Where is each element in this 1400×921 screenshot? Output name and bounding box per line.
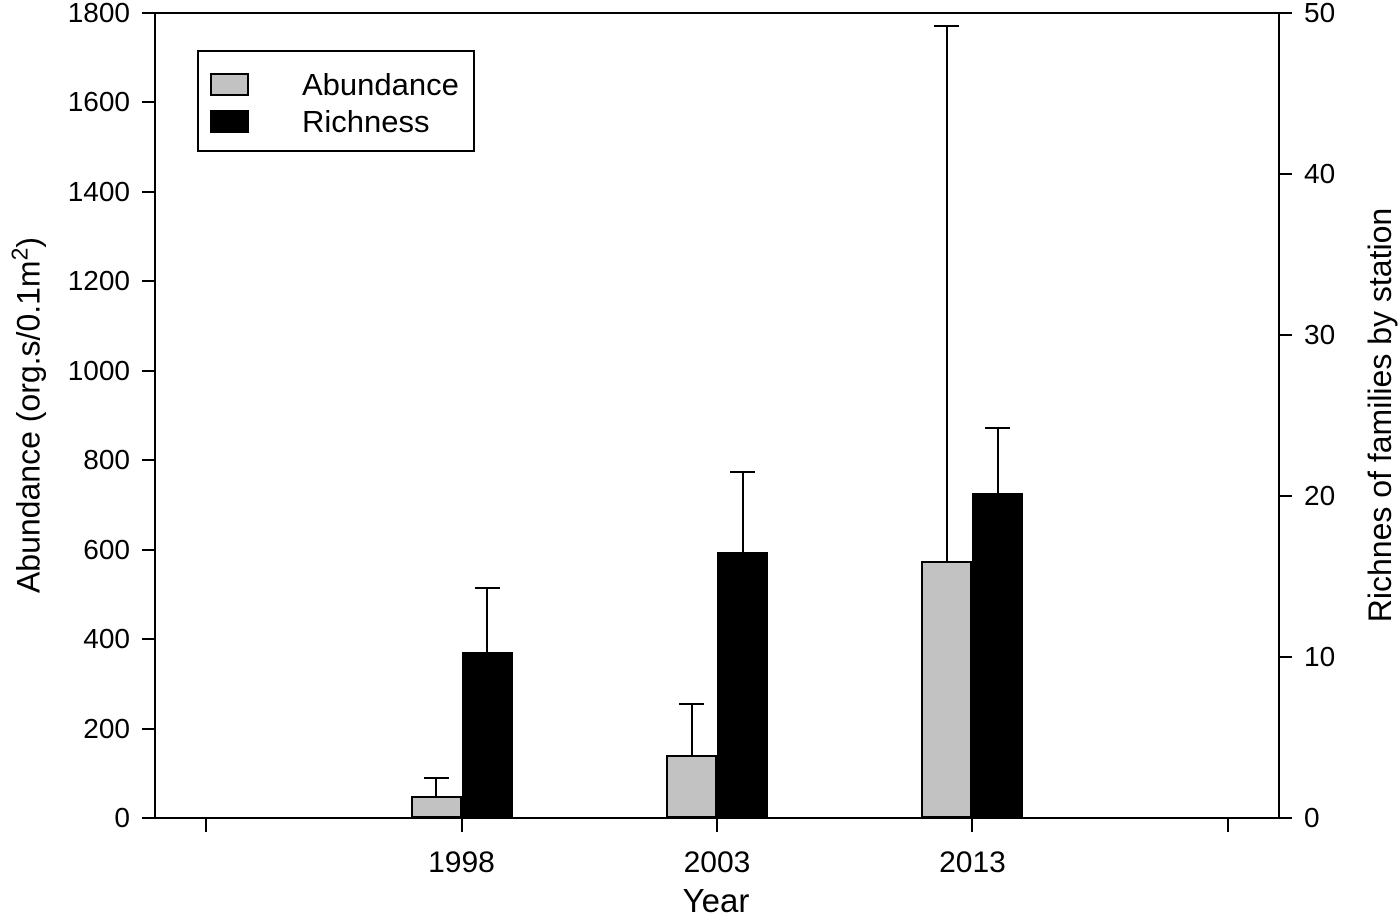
- left-axis-tick-1000: [142, 369, 155, 372]
- left-axis-tick-800: [142, 459, 155, 462]
- left-axis-tick-label-1200: 1200: [67, 265, 130, 297]
- bar-abundance-2013: [921, 560, 973, 818]
- error-cap-richness-2003: [730, 470, 755, 473]
- error-bar-richness-2003: [741, 471, 744, 553]
- error-cap-richness-1998: [474, 586, 500, 589]
- error-bar-richness-2013: [996, 428, 999, 493]
- left-axis-tick-label-0: 0: [114, 802, 130, 833]
- right-axis-tick-40: [1279, 173, 1292, 175]
- left-axis-tick-label-800: 800: [83, 444, 130, 476]
- legend-swatch-abundance: [210, 73, 249, 96]
- error-bar-abundance-2003: [690, 703, 693, 756]
- legend: Abundance Richness: [197, 50, 475, 152]
- error-bar-abundance-1998: [435, 777, 437, 796]
- left-axis-tick-label-400: 400: [83, 623, 130, 655]
- legend-label-abundance: Abundance: [302, 67, 459, 102]
- right-axis-tick-label-10: 10: [1304, 641, 1336, 672]
- left-axis-tick-label-600: 600: [83, 533, 130, 565]
- left-axis-tick-label-200: 200: [83, 712, 130, 744]
- left-axis-tick-200: [142, 727, 155, 730]
- error-cap-richness-2013: [985, 427, 1011, 430]
- left-axis-tick-1800: [142, 12, 155, 14]
- right-axis-tick-50: [1279, 12, 1292, 14]
- left-axis-tick-1400: [142, 190, 155, 193]
- bar-abundance-1998: [410, 795, 462, 818]
- left-axis-title-close-paren: ): [10, 236, 47, 248]
- error-cap-abundance-2013: [934, 25, 960, 28]
- error-cap-abundance-1998: [423, 776, 449, 779]
- x-tick-label-1998: 1998: [428, 846, 495, 879]
- left-axis-tick-label-1800: 1800: [67, 0, 130, 28]
- left-axis-title-superscript: 2: [6, 247, 33, 261]
- right-axis-tick-label-0: 0: [1304, 802, 1320, 833]
- bar-richness-1998: [461, 652, 513, 818]
- x-axis-title: Year: [682, 882, 750, 919]
- x-axis-tick-3: [971, 818, 974, 832]
- right-axis-tick-label-20: 20: [1304, 480, 1336, 511]
- error-bar-abundance-2013: [945, 26, 948, 561]
- left-axis-tick-600: [142, 548, 155, 551]
- legend-label-richness: Richness: [302, 104, 430, 139]
- x-tick-label-2003: 2003: [683, 846, 751, 879]
- x-axis-tick-2: [716, 818, 718, 832]
- right-axis-tick-label-40: 40: [1304, 158, 1336, 189]
- error-bar-richness-1998: [486, 587, 488, 653]
- right-axis-tick-10: [1279, 656, 1292, 658]
- left-axis-tick-label-1600: 1600: [67, 86, 130, 118]
- bar-richness-2013: [972, 492, 1024, 818]
- bar-richness-2003: [717, 552, 768, 818]
- x-axis-tick-4: [1226, 818, 1229, 832]
- x-axis-tick-0: [205, 818, 208, 832]
- x-tick-label-2013: 2013: [939, 846, 1006, 879]
- left-axis-tick-0: [142, 817, 155, 819]
- right-axis-tick-30: [1279, 334, 1292, 336]
- x-axis-tick-1: [460, 818, 463, 832]
- right-axis-tick-label-30: 30: [1304, 319, 1336, 350]
- right-axis-tick-0: [1279, 817, 1292, 819]
- left-axis-tick-label-1000: 1000: [67, 354, 130, 386]
- legend-swatch-richness: [210, 110, 249, 133]
- bar-abundance-2003: [666, 755, 717, 818]
- left-axis-tick-1600: [142, 101, 155, 104]
- left-axis-tick-label-1400: 1400: [67, 175, 130, 207]
- left-axis-tick-400: [142, 638, 155, 641]
- left-axis-tick-1200: [142, 280, 155, 283]
- right-axis-title: Richnes of families by station: [1362, 207, 1398, 623]
- error-cap-abundance-2003: [679, 702, 704, 705]
- right-axis-tick-label-50: 50: [1304, 0, 1336, 28]
- right-axis-tick-20: [1279, 495, 1292, 497]
